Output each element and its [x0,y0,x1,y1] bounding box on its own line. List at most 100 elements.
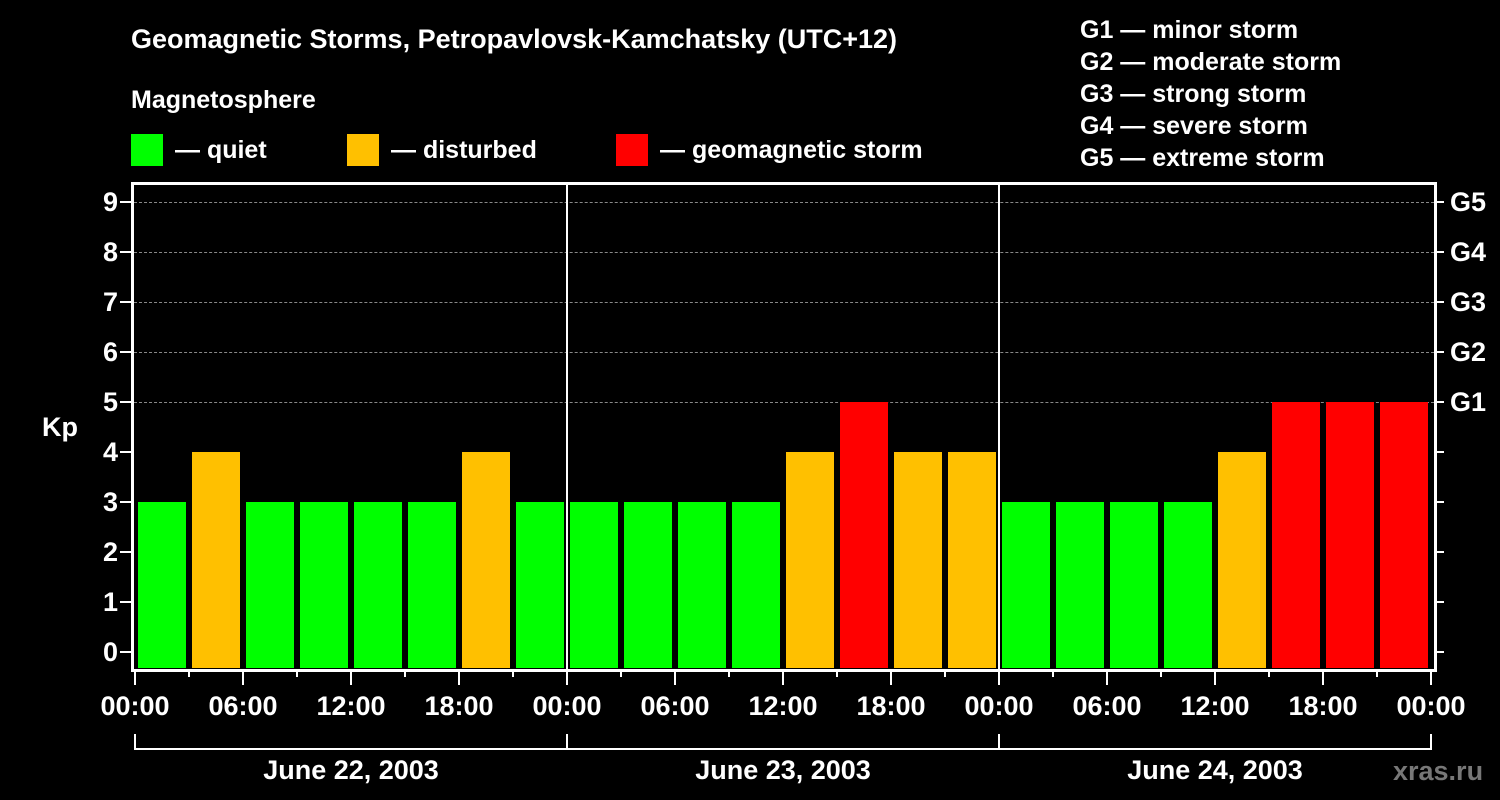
x-tick-major [998,669,1000,685]
x-tick-major [566,669,568,685]
legend-swatch-storm [616,134,648,166]
kp-bar-quiet [732,502,780,668]
grid-line [134,302,1434,303]
kp-bar-quiet [408,502,456,668]
legend-swatch-quiet [131,134,163,166]
day-bracket [134,734,568,750]
y-tick [120,201,131,203]
y-tick [120,351,131,353]
x-tick-minor [404,669,406,677]
x-tick-minor [728,669,730,677]
kp-bar-disturbed [1218,452,1266,668]
y-tick-label: 8 [102,237,118,267]
legend-storm: — geomagnetic storm [616,134,923,166]
y-tick-right [1434,601,1444,603]
g-tick-label: G3 [1450,287,1487,317]
y-tick-right [1434,551,1444,553]
y-tick-right [1434,451,1444,453]
credit: xras.ru [1393,756,1484,786]
kp-bar-disturbed [192,452,240,668]
kp-bar-quiet [516,502,564,668]
legend-label: — quiet [175,135,267,164]
y-tick [120,251,131,253]
x-tick-major [1106,669,1108,685]
y-axis-label: Kp [42,412,78,442]
kp-bar-quiet [570,502,618,668]
kp-bar-quiet [678,502,726,668]
day-bracket [566,734,1000,750]
x-tick-minor [1160,669,1162,677]
legend-label: — geomagnetic storm [660,135,923,164]
kp-bar-storm [1326,402,1374,668]
g-scale-legend: G1 — minor storm G2 — moderate storm G3 … [1080,14,1341,174]
day-label: June 23, 2003 [695,755,871,785]
g-scale-item: G1 — minor storm [1080,16,1299,44]
x-tick-label: 12:00 [1180,691,1250,721]
y-tick-right [1434,401,1444,403]
x-tick-minor [1376,669,1378,677]
x-tick-major [350,669,352,685]
x-tick-major [890,669,892,685]
x-tick-minor [1052,669,1054,677]
kp-bar-storm [840,402,888,668]
y-tick-label: 7 [102,287,118,317]
y-tick [120,651,131,653]
y-tick-label: 3 [102,487,118,517]
y-tick-right [1434,351,1444,353]
y-tick [120,501,131,503]
x-tick-label: 00:00 [100,691,170,721]
day-label: June 22, 2003 [263,755,439,785]
y-tick-right [1434,651,1444,653]
kp-bar-quiet [1110,502,1158,668]
g-tick-label: G1 [1450,387,1487,417]
g-scale-item: G5 — extreme storm [1080,144,1325,172]
kp-bar-disturbed [894,452,942,668]
x-tick-label: 06:00 [1072,691,1142,721]
y-tick [120,551,131,553]
y-tick-right [1434,201,1444,203]
x-tick-label: 00:00 [1396,691,1466,721]
legend-swatch-disturbed [347,134,379,166]
grid-line [134,252,1434,253]
grid-line [134,352,1434,353]
x-tick-label: 06:00 [640,691,710,721]
day-separator [566,182,568,669]
day-separator [998,182,1000,669]
x-tick-label: 18:00 [856,691,926,721]
y-tick [120,301,131,303]
x-tick-label: 12:00 [316,691,386,721]
grid-line [134,202,1434,203]
x-tick-label: 18:00 [424,691,494,721]
kp-bar-quiet [1056,502,1104,668]
kp-bar-quiet [1164,502,1212,668]
x-tick-minor [1268,669,1270,677]
kp-bar-quiet [624,502,672,668]
x-tick-label: 18:00 [1288,691,1358,721]
y-tick-label: 1 [102,587,118,617]
g-scale-item: G2 — moderate storm [1080,48,1342,76]
kp-bar-quiet [1002,502,1050,668]
x-tick-label: 12:00 [748,691,818,721]
y-tick-label: 5 [102,387,118,417]
x-tick-minor [296,669,298,677]
x-tick-major [458,669,460,685]
kp-bar-storm [1272,402,1320,668]
chart-subtitle: Magnetosphere [131,86,316,114]
legend-label: — disturbed [391,135,537,164]
y-tick-label: 0 [102,637,118,667]
y-tick-right [1434,501,1444,503]
kp-bar-disturbed [462,452,510,668]
g-tick-label: G5 [1450,187,1487,217]
kp-bar-quiet [246,502,294,668]
day-label: June 24, 2003 [1127,755,1303,785]
kp-bar-quiet [300,502,348,668]
day-bracket [998,734,1432,750]
y-tick [120,451,131,453]
grid-line [134,402,1434,403]
x-tick-minor [836,669,838,677]
y-tick [120,601,131,603]
x-tick-minor [944,669,946,677]
x-tick-minor [512,669,514,677]
x-tick-major [134,669,136,685]
y-tick-label: 9 [102,187,118,217]
